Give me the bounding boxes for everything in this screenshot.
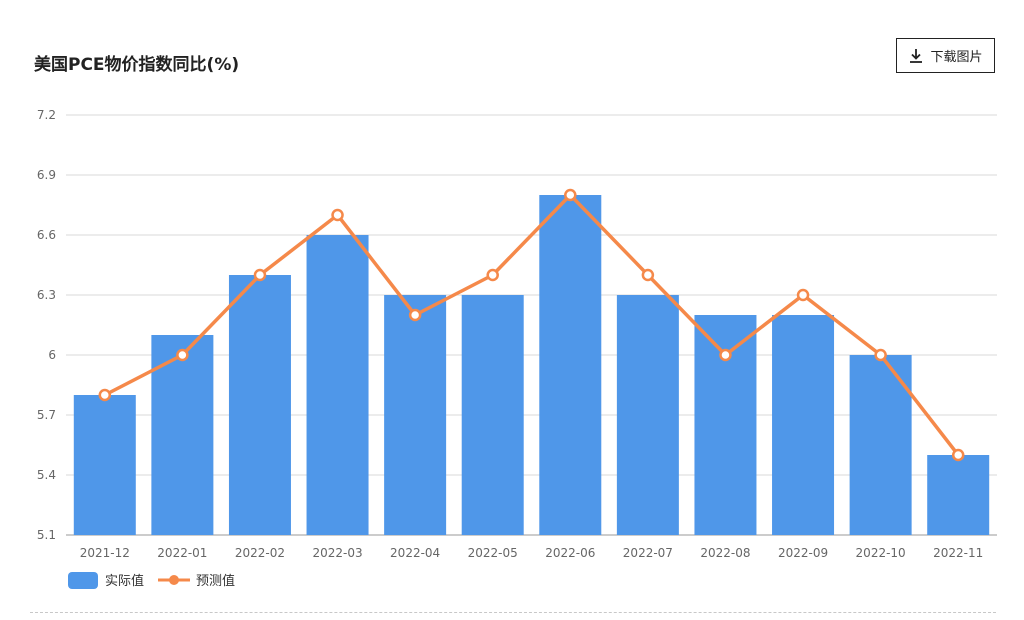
legend-swatch-actual	[68, 572, 98, 589]
bar	[539, 195, 602, 535]
y-tick-label: 5.7	[37, 408, 56, 422]
bar	[151, 335, 214, 535]
bar	[73, 395, 136, 535]
legend-label-forecast: 预测值	[196, 573, 235, 589]
y-tick-label: 6	[48, 348, 56, 362]
x-tick-label: 2022-07	[623, 546, 673, 560]
y-tick-label: 6.9	[37, 168, 56, 182]
x-tick-label: 2022-06	[545, 546, 595, 560]
forecast-point	[98, 388, 112, 402]
x-tick-label: 2022-09	[778, 546, 828, 560]
forecast-point	[874, 348, 887, 362]
forecast-point	[253, 268, 267, 282]
forecast-point	[951, 448, 965, 462]
bar	[694, 315, 757, 535]
x-tick-label: 2021-12	[80, 546, 130, 560]
download-label: 下载图片	[930, 50, 983, 65]
forecast-line	[103, 193, 960, 457]
y-tick-label: 5.1	[37, 528, 56, 542]
y-tick-label: 5.4	[37, 468, 56, 482]
x-tick-label: 2022-08	[700, 546, 750, 560]
bottom-divider	[30, 612, 996, 613]
y-tick-label: 6.3	[37, 288, 56, 302]
x-tick-label: 2022-10	[856, 546, 906, 560]
x-tick-label: 2022-02	[235, 546, 285, 560]
x-tick-label: 2022-11	[933, 546, 983, 560]
chart-title: 美国PCE物价指数同比(%)	[34, 55, 240, 75]
bar	[384, 295, 447, 535]
forecast-point	[564, 188, 577, 202]
forecast-point	[486, 268, 499, 282]
x-tick-label: 2022-05	[468, 546, 518, 560]
legend-label-actual: 实际值	[105, 573, 144, 589]
bar	[306, 235, 369, 535]
forecast-point	[719, 348, 732, 362]
y-tick-label: 6.6	[37, 228, 56, 242]
legend-swatch-forecast-dot	[169, 575, 179, 585]
bar	[616, 295, 679, 535]
x-tick-label: 2022-03	[312, 546, 362, 560]
forecast-point	[176, 348, 189, 362]
forecast-point	[641, 268, 655, 282]
bar	[772, 315, 835, 535]
x-tick-label: 2022-04	[390, 546, 440, 560]
forecast-point	[408, 308, 422, 322]
forecast-point	[331, 208, 344, 222]
download-icon	[910, 48, 923, 63]
bar	[228, 275, 291, 535]
forecast-point	[796, 288, 810, 302]
bar	[461, 295, 524, 535]
bar	[927, 455, 990, 535]
x-tick-label: 2022-01	[157, 546, 207, 560]
y-tick-label: 7.2	[37, 108, 56, 122]
download-image-button[interactable]: 下载图片	[896, 38, 995, 73]
bar	[849, 355, 912, 535]
